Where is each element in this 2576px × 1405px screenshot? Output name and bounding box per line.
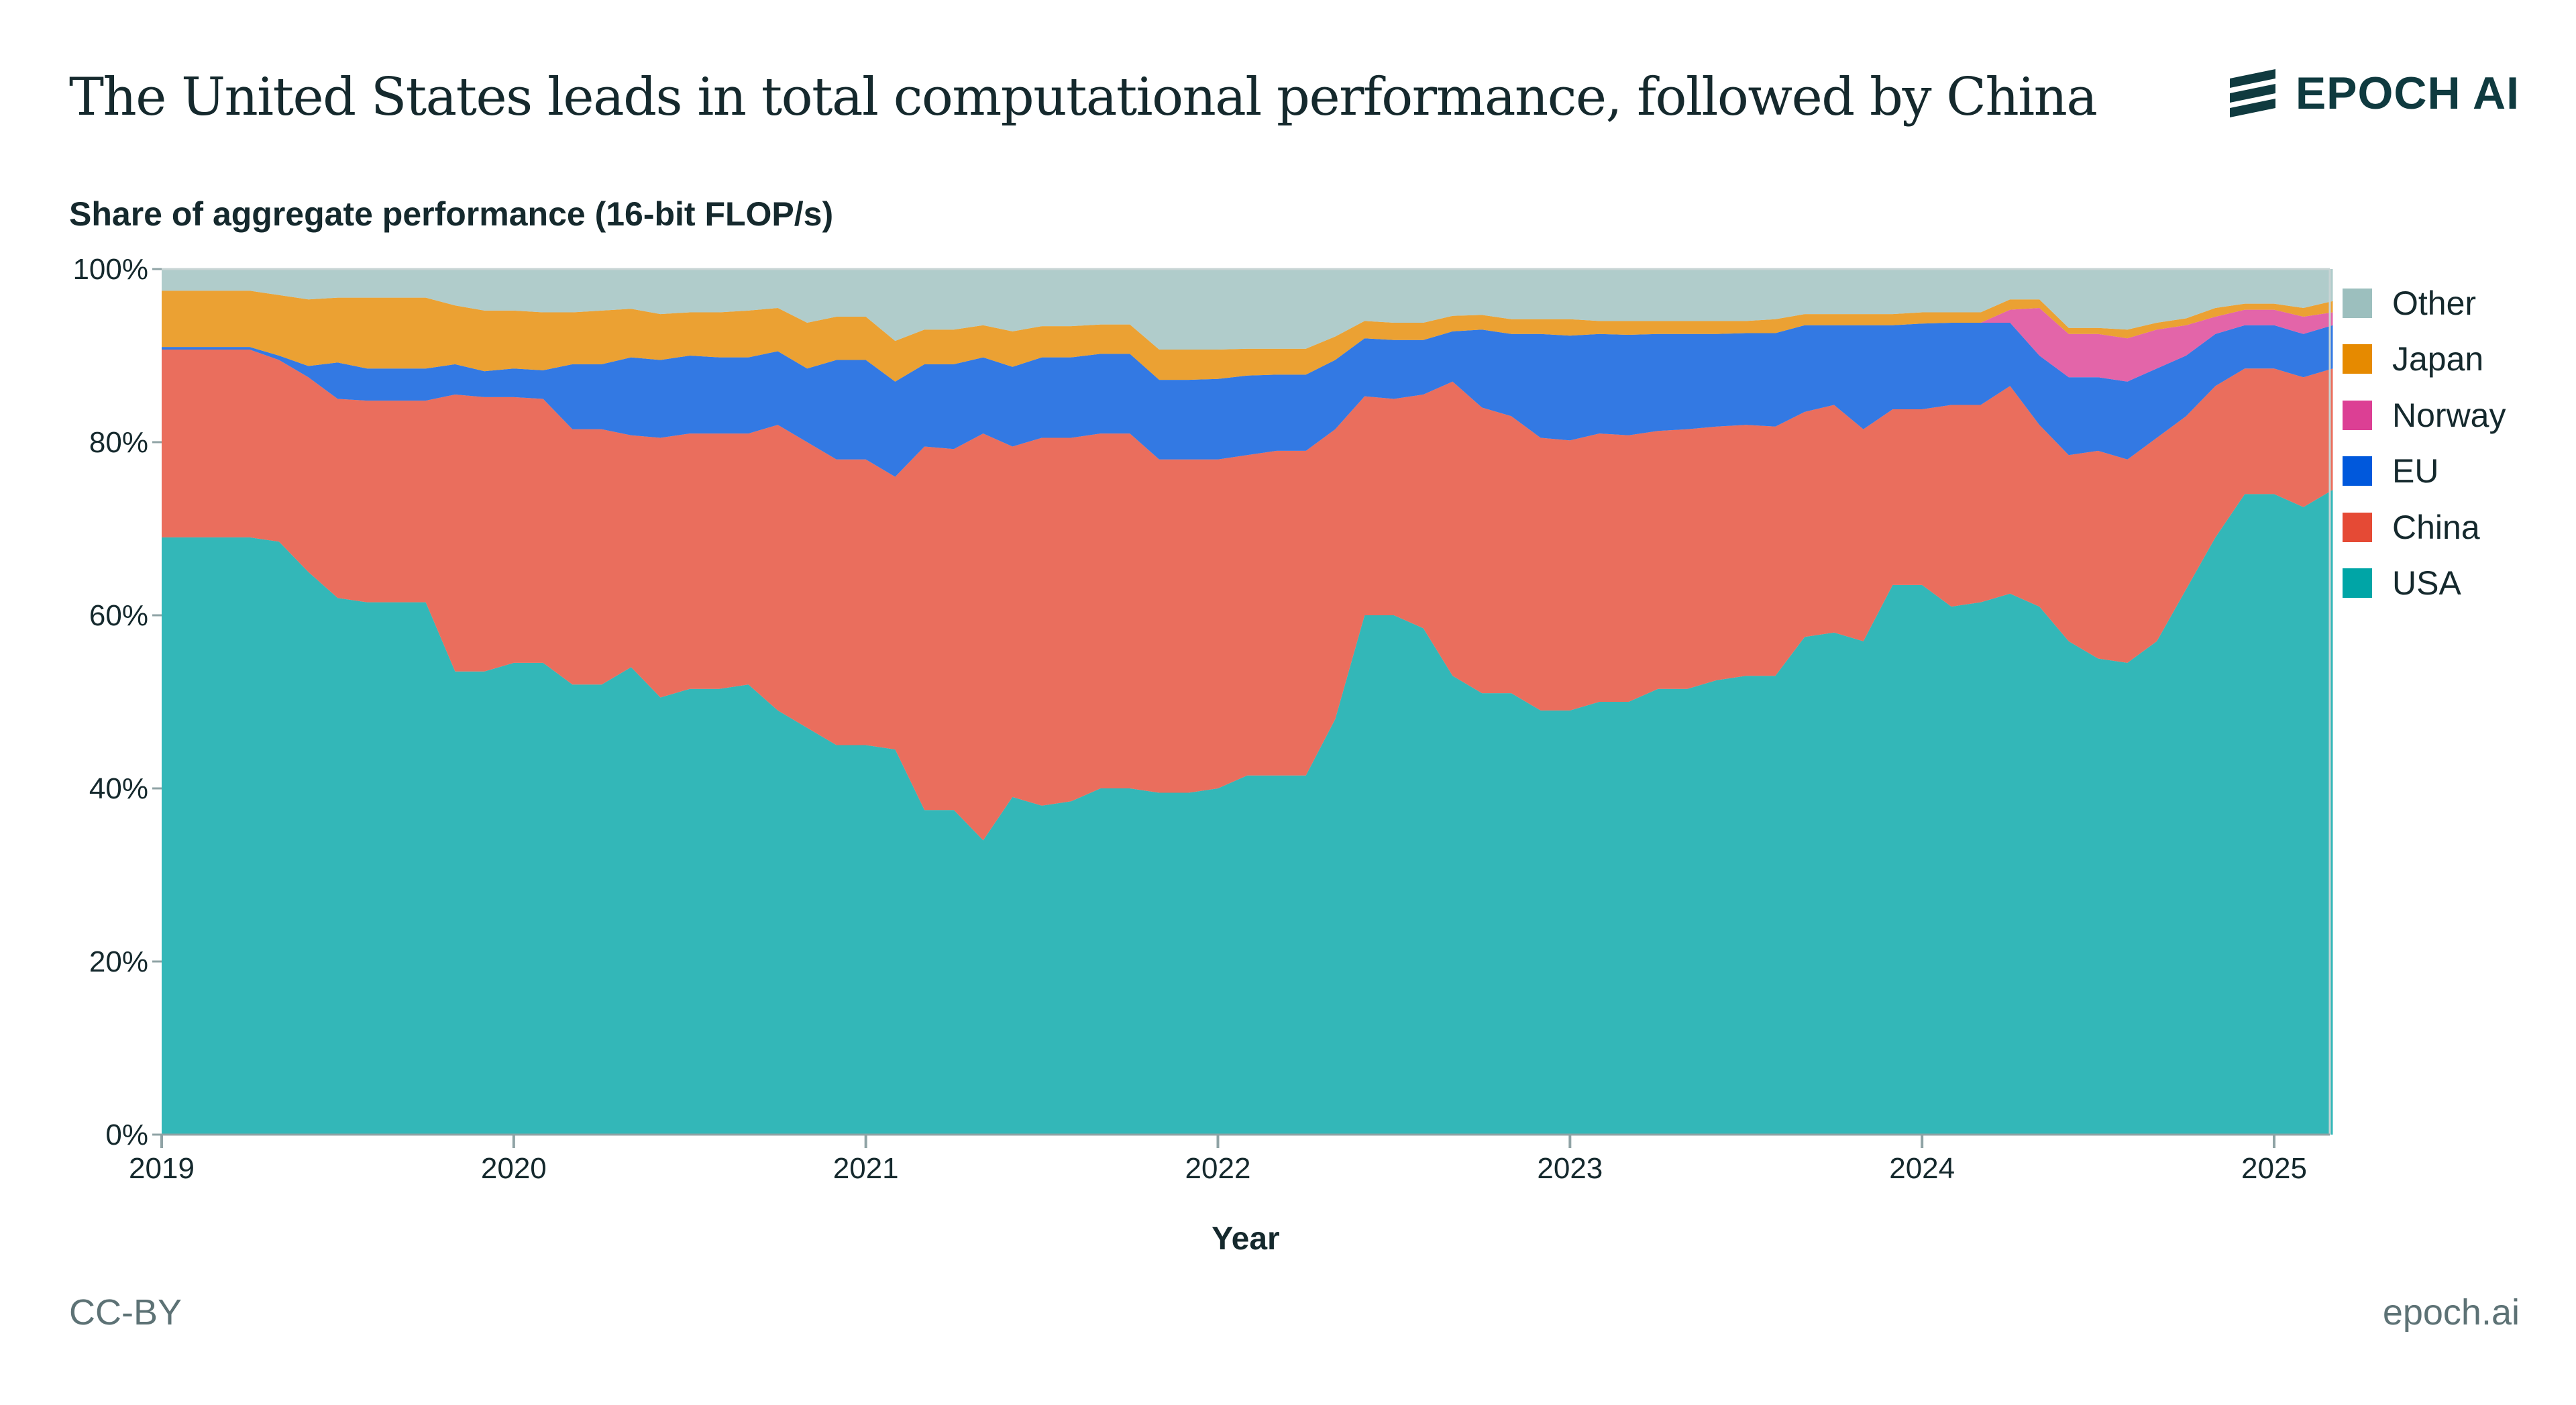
x-tick-label: 2019 (129, 1152, 195, 1185)
area-usa (162, 490, 2333, 1135)
area-other (162, 269, 2333, 350)
legend-label: Japan (2392, 340, 2484, 378)
x-tick-label: 2021 (833, 1152, 899, 1185)
legend-swatch (2343, 568, 2372, 599)
y-tick-label: 40% (89, 772, 148, 805)
y-tick-label: 60% (89, 599, 148, 632)
x-tick-label: 2022 (1185, 1152, 1251, 1185)
legend-label: USA (2392, 564, 2461, 603)
x-tick-label: 2025 (2241, 1152, 2307, 1185)
legend-swatch (2343, 344, 2372, 374)
legend-swatch (2343, 456, 2372, 486)
legend-label: China (2392, 508, 2480, 546)
x-axis-title: Year (1212, 1221, 1279, 1257)
chart-title: The United States leads in total computa… (69, 67, 2098, 127)
area-layer (162, 269, 2333, 1135)
area-eu (162, 323, 2333, 477)
legend-swatch (2343, 512, 2372, 542)
license-label: CC-BY (69, 1292, 182, 1333)
y-tick-label: 20% (89, 945, 148, 978)
y-tick-label: 100% (72, 253, 148, 286)
y-tick-label: 0% (105, 1118, 148, 1151)
legend-label: EU (2392, 452, 2439, 490)
logo-text: EPOCH AI (2295, 68, 2520, 119)
y-axis-title: Share of aggregate performance (16-bit F… (69, 195, 834, 233)
x-tick-label: 2023 (1537, 1152, 1603, 1185)
axes-layer: 0% 20% 40% 60% 80% 100% 2019 2020 2021 2022 2023 20… (72, 253, 2331, 1185)
legend-item-usa[interactable]: USA (2343, 556, 2506, 612)
legend-swatch (2343, 400, 2372, 430)
area-norway (162, 308, 2333, 382)
area-japan (162, 291, 2333, 382)
legend-item-norway[interactable]: Norway (2343, 387, 2506, 444)
y-tick-label: 80% (89, 426, 148, 459)
legend-item-japan[interactable]: Japan (2343, 331, 2506, 388)
legend-label: Other (2392, 284, 2477, 322)
legend-swatch (2343, 288, 2372, 318)
legend-label: Norway (2392, 396, 2506, 434)
site-link[interactable]: epoch.ai (2382, 1292, 2520, 1333)
area-china (162, 350, 2333, 841)
epoch-logo-icon (2229, 69, 2275, 117)
x-tick-label: 2020 (481, 1152, 547, 1185)
legend-item-china[interactable]: China (2343, 499, 2506, 556)
x-tick-label: 2024 (1889, 1152, 1955, 1185)
legend-item-eu[interactable]: EU (2343, 444, 2506, 500)
legend: Other Japan Norway EU China USA (2343, 275, 2506, 611)
legend-item-other[interactable]: Other (2343, 275, 2506, 331)
epoch-ai-logo[interactable]: EPOCH AI (2224, 67, 2520, 119)
